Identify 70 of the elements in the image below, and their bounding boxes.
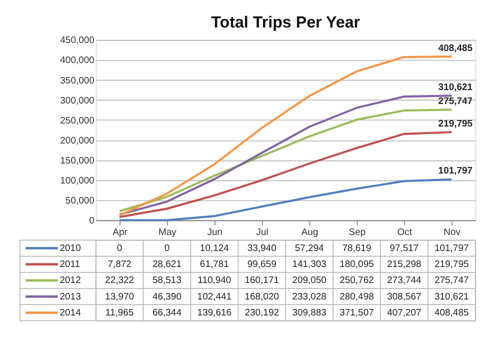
chart-title: Total Trips Per Year bbox=[211, 14, 361, 32]
y-tick-label: 50,000 bbox=[65, 195, 94, 206]
legend-label: 2014 bbox=[60, 308, 81, 319]
data-label: 408,485 bbox=[434, 308, 469, 319]
data-label: 110,940 bbox=[198, 275, 232, 286]
legend-label: 2010 bbox=[60, 242, 81, 254]
data-label: 61,781 bbox=[200, 259, 229, 270]
data-label: 141,303 bbox=[292, 259, 326, 270]
data-label: 215,298 bbox=[387, 259, 422, 270]
data-label: 101,797 bbox=[434, 242, 469, 254]
data-label: 308,567 bbox=[387, 291, 422, 302]
legend-label: 2012 bbox=[60, 275, 81, 286]
data-label: 22,322 bbox=[105, 275, 134, 286]
data-label: 0 bbox=[164, 242, 170, 254]
x-tick-label: Jul bbox=[256, 226, 268, 238]
y-tick-label: 100,000 bbox=[60, 175, 94, 186]
data-label: 407,207 bbox=[387, 308, 422, 319]
annotation: 310,621 bbox=[438, 82, 473, 94]
data-label: 139,616 bbox=[197, 308, 232, 319]
x-tick-label: Oct bbox=[397, 226, 412, 238]
y-tick-label: 200,000 bbox=[60, 135, 94, 146]
data-label: 280,498 bbox=[340, 291, 374, 302]
x-tick-label: Jun bbox=[207, 226, 223, 238]
data-label: 102,441 bbox=[197, 291, 232, 302]
x-tick-label: Aug bbox=[301, 226, 318, 238]
y-tick-label: 400,000 bbox=[60, 55, 94, 66]
data-label: 58,513 bbox=[152, 275, 182, 286]
data-label: 230,192 bbox=[244, 308, 279, 319]
data-label: 97,517 bbox=[390, 242, 419, 254]
annotation: 219,795 bbox=[438, 118, 473, 130]
data-label: 250,762 bbox=[340, 275, 374, 286]
data-label: 275,747 bbox=[434, 275, 469, 286]
data-label: 233,028 bbox=[292, 291, 326, 302]
data-label: 309,883 bbox=[292, 308, 326, 319]
data-label: 180,095 bbox=[340, 259, 374, 270]
data-label: 78,619 bbox=[342, 242, 372, 254]
data-label: 273,744 bbox=[387, 275, 422, 286]
data-label: 219,795 bbox=[434, 259, 469, 270]
x-tick-label: Sep bbox=[348, 226, 366, 238]
data-label: 99,659 bbox=[247, 259, 276, 270]
y-tick-label: 450,000 bbox=[60, 35, 94, 46]
data-label: 7,872 bbox=[108, 259, 132, 270]
legend-label: 2013 bbox=[60, 291, 81, 302]
data-label: 10,124 bbox=[200, 242, 229, 254]
y-tick-label: 350,000 bbox=[60, 75, 94, 86]
x-tick-label: Apr bbox=[112, 226, 128, 238]
y-tick-label: 0 bbox=[89, 215, 94, 226]
y-tick-label: 300,000 bbox=[60, 95, 94, 106]
legend-label: 2011 bbox=[60, 259, 80, 270]
data-label: 57,294 bbox=[294, 242, 324, 254]
data-label: 0 bbox=[116, 242, 122, 254]
x-tick-label: May bbox=[158, 226, 177, 238]
annotation: 408,485 bbox=[438, 42, 473, 54]
y-tick-label: 250,000 bbox=[60, 115, 94, 126]
data-label: 160,171 bbox=[244, 275, 279, 286]
data-label: 33,940 bbox=[247, 242, 276, 254]
line-series bbox=[118, 178, 453, 222]
annotation: 101,797 bbox=[438, 166, 473, 177]
data-label: 66,344 bbox=[152, 308, 182, 319]
data-label: 371,507 bbox=[340, 308, 374, 319]
data-label: 209,050 bbox=[292, 275, 326, 286]
data-label: 168,020 bbox=[244, 291, 279, 302]
data-label: 310,621 bbox=[434, 291, 469, 302]
data-label: 13,970 bbox=[105, 291, 134, 302]
x-tick-label: Nov bbox=[444, 226, 461, 238]
data-label: 46,390 bbox=[152, 291, 182, 302]
data-label: 11,965 bbox=[105, 308, 134, 319]
data-label: 28,621 bbox=[152, 259, 182, 270]
annotation: 275,747 bbox=[438, 96, 473, 107]
y-tick-label: 150,000 bbox=[60, 155, 94, 166]
